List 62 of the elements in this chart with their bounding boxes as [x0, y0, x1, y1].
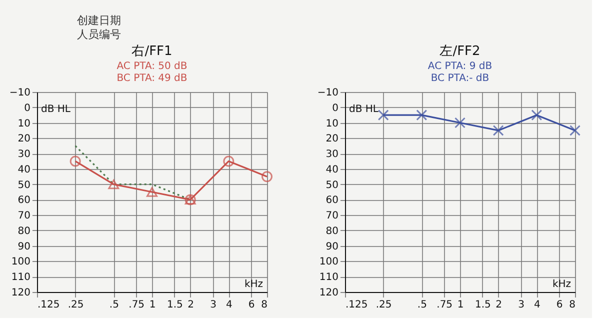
text: AC PTA: 50 dB [116, 61, 188, 72]
y-tick-label: 40 [18, 164, 30, 176]
x-tick-label: .75 [436, 300, 453, 310]
x-tick-label: 1.5 [166, 300, 183, 310]
y-tick-label: 80 [326, 226, 338, 237]
chart-title: 右/FF1 [132, 44, 172, 59]
x-tick-label: .125 [38, 300, 60, 310]
x-tick-label: 4 [226, 300, 232, 310]
x-tick-label: .25 [68, 300, 84, 310]
y-tick-label: 0 [24, 102, 30, 114]
text: 人员编号 [77, 28, 121, 41]
x-axis-title: kHz [552, 279, 571, 290]
y-tick-label: 110 [11, 272, 30, 284]
x-tick-label: .25 [376, 300, 392, 310]
y-tick-label: 50 [18, 180, 30, 191]
x-tick-label: 1 [149, 300, 156, 310]
text: AC PTA: 9 dB [428, 61, 492, 72]
y-tick-label: 90 [326, 241, 338, 252]
x-axis-title: kHz [244, 279, 263, 290]
x-tick-label: 6 [248, 300, 255, 310]
x-tick-label: .125 [346, 300, 368, 310]
y-tick-label: 110 [319, 272, 338, 284]
y-tick-label: 40 [326, 164, 338, 176]
x-tick-label: 1.5 [474, 300, 491, 310]
x-tick-label: 3 [518, 300, 524, 310]
x-tick-label: .5 [109, 300, 119, 310]
x-tick-label: 2 [496, 300, 502, 310]
x-tick-label: 1 [457, 300, 464, 310]
y-tick-label: 30 [326, 149, 338, 160]
y-tick-label: 70 [326, 210, 338, 222]
text: BC PTA:- dB [430, 73, 490, 84]
y-tick-label: 90 [18, 241, 30, 252]
y-tick-label: 80 [18, 226, 30, 237]
y-tick-label: 10 [18, 118, 30, 130]
y-tick-label: 50 [326, 180, 338, 191]
x-tick-label: .5 [417, 300, 427, 310]
x-tick-label: 8 [569, 300, 576, 310]
y-tick-label: −10 [317, 88, 338, 98]
y-tick-label: 60 [18, 195, 30, 206]
y-tick-label: 120 [11, 288, 30, 298]
y-axis-title: dB HL [41, 104, 71, 115]
y-tick-label: 30 [18, 149, 30, 160]
x-tick-label: 6 [556, 300, 563, 310]
y-tick-label: 10 [326, 118, 338, 130]
chart-title: 左/FF2 [440, 44, 480, 59]
y-tick-label: 20 [18, 134, 30, 145]
y-tick-label: −10 [9, 88, 30, 98]
x-tick-label: 4 [534, 300, 540, 310]
y-tick-label: 120 [319, 288, 338, 298]
y-tick-label: 100 [319, 256, 338, 268]
text: 创建日期 [77, 14, 121, 27]
y-axis-title: dB HL [349, 104, 379, 115]
y-tick-label: 100 [11, 256, 30, 268]
text: BC PTA: 49 dB [116, 73, 188, 84]
y-tick-label: 20 [326, 134, 338, 145]
x-tick-label: 8 [261, 300, 268, 310]
y-tick-label: 70 [18, 210, 30, 222]
x-tick-label: .75 [128, 300, 145, 310]
y-tick-label: 60 [326, 195, 338, 206]
x-tick-label: 2 [188, 300, 194, 310]
y-tick-label: 0 [332, 102, 338, 114]
x-tick-label: 3 [210, 300, 216, 310]
